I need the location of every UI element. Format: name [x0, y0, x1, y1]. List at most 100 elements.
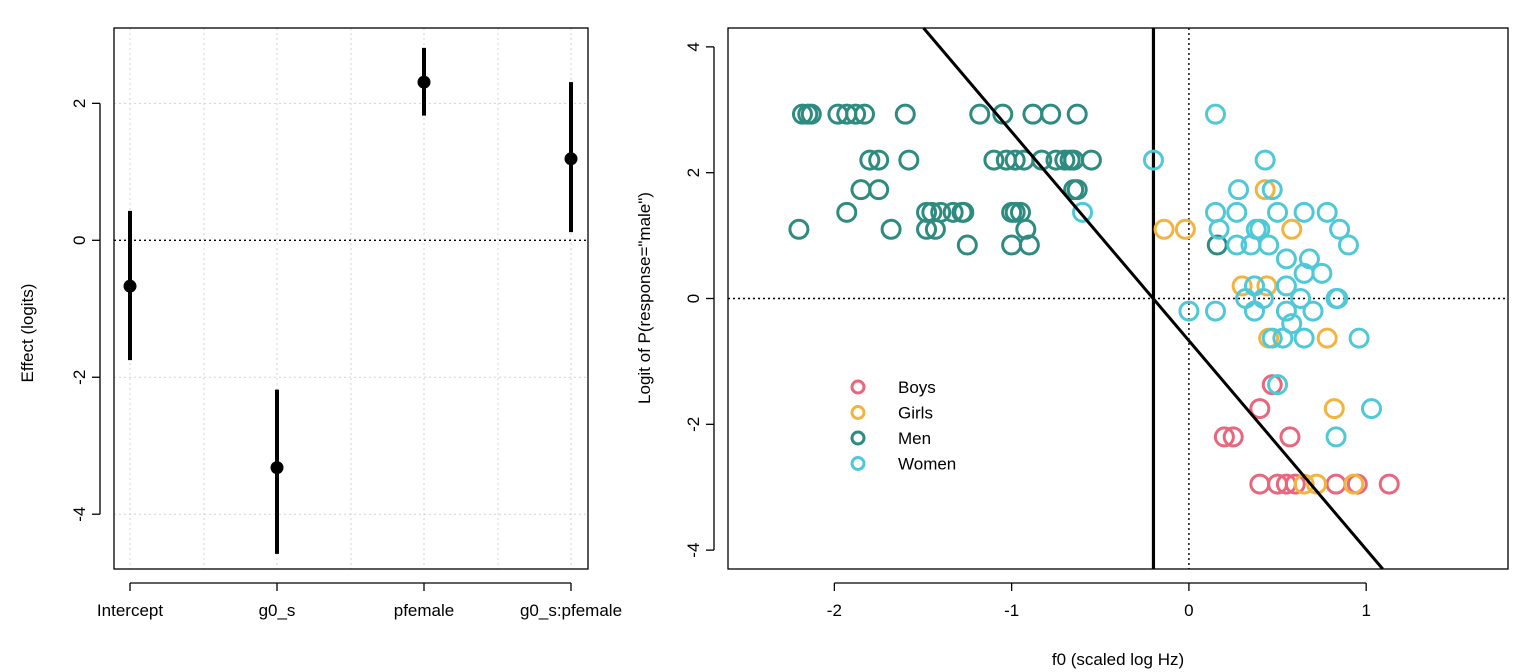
point-men [1063, 149, 1085, 171]
point-girls [1323, 398, 1345, 420]
point-women [1178, 300, 1200, 322]
point-girls [1254, 179, 1276, 201]
point-women [1226, 234, 1248, 256]
legend-marker-girls [850, 405, 866, 420]
legend-label-boys: Boys [898, 378, 936, 397]
point-men [942, 201, 964, 223]
right-x-tick-label: 1 [1361, 601, 1370, 620]
point-men [969, 103, 991, 125]
point-boys [1213, 426, 1235, 448]
point-women [1258, 234, 1280, 256]
estimate-point-Intercept [123, 279, 137, 293]
point-women [1316, 201, 1338, 223]
point-men [845, 103, 867, 125]
point-boys [1284, 473, 1306, 495]
point-men [859, 149, 881, 171]
left-plot-frame [113, 27, 589, 570]
left-x-tick-label: Intercept [97, 601, 163, 620]
legend-marker-women [850, 456, 866, 471]
point-women [1254, 149, 1276, 171]
point-women [1226, 201, 1248, 223]
point-women [1072, 201, 1094, 223]
estimate-point-g0_s:pfemale [564, 152, 578, 166]
point-women [1205, 103, 1226, 125]
point-women [1261, 179, 1283, 201]
point-women [1249, 218, 1271, 240]
legend-label-girls: Girls [898, 404, 933, 423]
point-women [1337, 234, 1359, 256]
right-x-tick-label: -2 [827, 601, 842, 620]
legend-label-men: Men [898, 429, 931, 448]
right-x-tick-label: 0 [1184, 601, 1193, 620]
point-women [1267, 201, 1289, 223]
point-girls [1281, 218, 1303, 240]
left-x-tick-label: g0_s [259, 601, 296, 620]
point-girls [1174, 218, 1196, 240]
point-women [1327, 288, 1349, 309]
point-men [894, 103, 916, 125]
point-women [1293, 201, 1315, 223]
point-men [953, 201, 975, 223]
point-men [800, 103, 822, 125]
coefficient-panel: -4 -2 0 2 Intercept g0_s pfemale g0_s:pfemale E… [18, 27, 622, 620]
left-x-tick-label: g0_s:pfemale [520, 601, 622, 620]
point-men [1018, 234, 1040, 256]
point-women [1275, 300, 1297, 322]
point-women [1290, 288, 1312, 309]
fit-line [922, 27, 1384, 570]
point-men [788, 218, 810, 240]
right-y-tick-label: 4 [684, 42, 703, 51]
point-women [1275, 248, 1297, 270]
point-men [1066, 179, 1088, 201]
point-women [1311, 262, 1333, 284]
left-axes: -4 -2 0 2 Intercept g0_s pfemale g0_s:pfemale [70, 99, 622, 620]
left-y-axis-title: Effect (logits) [18, 284, 37, 383]
point-men [868, 149, 890, 171]
point-women [1325, 426, 1347, 448]
point-women [1228, 179, 1250, 201]
scatter-panel: -2 -1 0 1 -4 -2 0 2 4 f0 (scaled log Hz) Logit o… [635, 27, 1509, 669]
right-points [788, 103, 1400, 495]
point-men [1066, 103, 1088, 125]
legend-marker-men [850, 430, 866, 446]
point-women [1244, 300, 1265, 322]
point-men [1004, 149, 1026, 171]
right-y-tick-label: -4 [684, 543, 703, 558]
point-boys [1279, 426, 1301, 448]
left-marks [123, 47, 578, 554]
point-women [1293, 327, 1315, 349]
right-x-tick-label: -1 [1004, 601, 1019, 620]
point-women [1261, 327, 1283, 349]
point-girls [1153, 218, 1175, 240]
point-girls [1316, 327, 1338, 349]
point-women [1208, 218, 1230, 240]
point-women [1361, 398, 1382, 420]
left-y-tick-label: 0 [70, 236, 89, 245]
right-fit-line [922, 27, 1384, 570]
estimate-point-pfemale [417, 75, 431, 89]
point-men [836, 201, 858, 223]
right-y-axis-title: Logit of P(response="male") [635, 192, 654, 404]
point-women [1272, 327, 1294, 349]
right-x-axis-title: f0 (scaled log Hz) [1052, 650, 1184, 669]
left-y-tick-label: 2 [70, 99, 89, 108]
estimate-point-g0_s [270, 461, 284, 475]
point-men [916, 218, 938, 240]
right-y-tick-label: -2 [684, 417, 703, 432]
point-men [1040, 103, 1062, 125]
point-women [1348, 327, 1370, 349]
point-men [983, 149, 1005, 171]
legend-label-women: Women [898, 455, 956, 474]
point-girls [1231, 275, 1253, 297]
point-women [1275, 275, 1297, 297]
point-men [880, 218, 902, 240]
right-y-tick-label: 2 [684, 168, 703, 177]
right-plot-frame [727, 27, 1509, 570]
point-girls [1343, 473, 1365, 495]
point-women [1142, 149, 1164, 171]
point-women [1329, 218, 1351, 240]
point-women [1302, 300, 1324, 322]
point-men [868, 179, 890, 201]
